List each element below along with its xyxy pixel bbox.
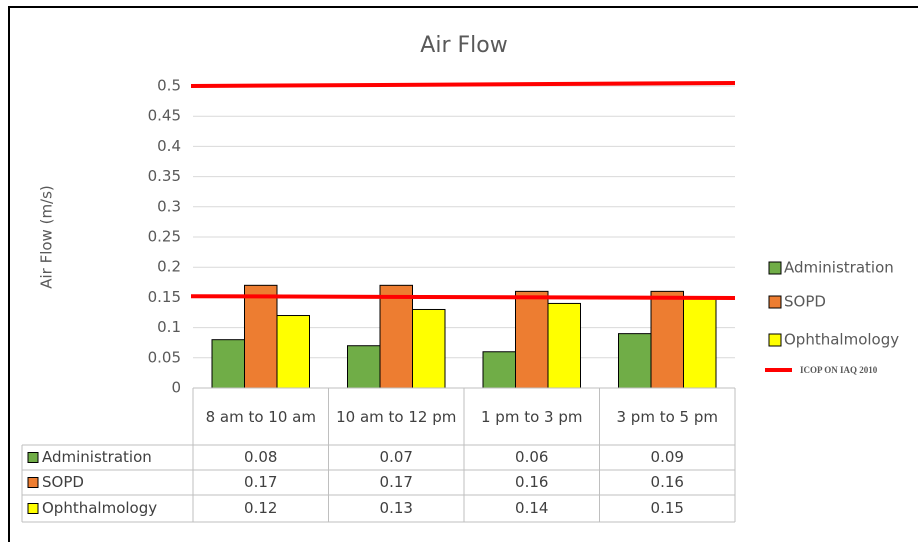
table-value: 0.15	[650, 498, 684, 517]
bar	[547, 302, 581, 389]
y-tick-label: 0.3	[157, 197, 181, 215]
table-value-box: 0.07	[379, 447, 413, 466]
y-axis-label: Air Flow (m/s)	[38, 185, 56, 289]
table-value: 0.06	[515, 447, 549, 466]
bar	[211, 339, 245, 389]
table-value-box: 0.15	[650, 498, 684, 517]
chart-title: Air Flow	[420, 33, 507, 58]
category-label: 8 am to 10 am	[205, 407, 316, 426]
table-value-box: 0.14	[515, 498, 549, 517]
legend-label: Administration	[784, 259, 894, 277]
bar	[412, 308, 446, 389]
bar	[683, 296, 717, 389]
category-label-box: 3 pm to 5 pm	[616, 407, 718, 426]
category-label: 1 pm to 3 pm	[481, 407, 583, 426]
table-value: 0.16	[650, 472, 684, 491]
table-series-name-box: Ophthalmology	[42, 498, 158, 517]
table-series-name: Ophthalmology	[42, 498, 158, 517]
table-value-box: 0.17	[379, 472, 413, 491]
reference-line	[190, 80, 736, 88]
category-label: 3 pm to 5 pm	[616, 407, 718, 426]
table-value-box: 0.16	[515, 472, 549, 491]
bar	[244, 284, 278, 389]
table-value: 0.16	[515, 472, 549, 491]
legend-label: SOPD	[784, 293, 826, 311]
bar	[276, 315, 310, 389]
bar	[379, 284, 413, 389]
table-value: 0.13	[379, 498, 413, 517]
legend-label: Ophthalmology	[784, 331, 899, 349]
table-value: 0.08	[244, 447, 278, 466]
legend-key	[768, 333, 782, 347]
bar	[650, 290, 684, 389]
y-tick-label: 0.25	[148, 228, 181, 246]
table-legend-key	[27, 452, 39, 463]
table-value-box: 0.09	[650, 447, 684, 466]
y-tick-label: 0.45	[148, 107, 181, 125]
table-series-name-box: SOPD	[42, 472, 84, 491]
bar	[618, 333, 652, 389]
reference-line	[190, 294, 736, 301]
table-value-box: 0.08	[244, 447, 278, 466]
y-tick-label: 0.35	[148, 167, 181, 185]
table-value: 0.14	[515, 498, 549, 517]
table-value-box: 0.17	[244, 472, 278, 491]
table-series-name: SOPD	[42, 472, 84, 491]
table-value-box: 0.16	[650, 472, 684, 491]
table-legend-key	[27, 477, 39, 488]
legend-key	[768, 295, 782, 309]
bar	[347, 345, 381, 389]
bar	[515, 290, 549, 389]
table-value: 0.17	[379, 472, 413, 491]
category-label-box: 10 am to 12 pm	[336, 407, 457, 426]
table-value-box: 0.12	[244, 498, 278, 517]
y-tick-label: 0.2	[157, 258, 181, 276]
table-series-name-box: Administration	[42, 447, 152, 466]
table-value-box: 0.06	[515, 447, 549, 466]
category-label: 10 am to 12 pm	[336, 407, 457, 426]
legend-label: ICOP ON IAQ 2010	[800, 365, 878, 375]
table-legend-key	[27, 503, 39, 514]
table-series-name: Administration	[42, 447, 152, 466]
category-label-box: 8 am to 10 am	[205, 407, 316, 426]
y-tick-label: 0.5	[157, 77, 181, 95]
table-value-box: 0.13	[379, 498, 413, 517]
y-tick-label: 0.1	[157, 318, 181, 336]
table-value: 0.17	[244, 472, 278, 491]
y-tick-label: 0.05	[148, 348, 181, 366]
y-tick-label: 0.15	[148, 288, 181, 306]
legend-key	[768, 261, 782, 275]
table-value: 0.12	[244, 498, 278, 517]
y-tick-label: 0	[171, 379, 181, 397]
category-label-box: 1 pm to 3 pm	[481, 407, 583, 426]
table-value: 0.09	[650, 447, 684, 466]
y-tick-label: 0.4	[157, 137, 181, 155]
table-value: 0.07	[379, 447, 413, 466]
bar	[482, 351, 516, 389]
